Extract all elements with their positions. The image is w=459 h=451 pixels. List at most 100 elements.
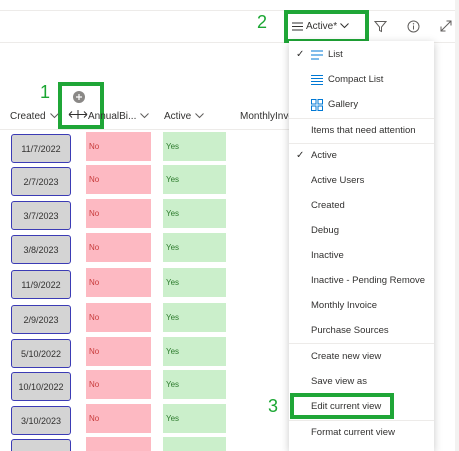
top-border [0, 10, 459, 11]
created-cell[interactable]: 2/9/2023 [11, 305, 71, 334]
table-row[interactable]: 10/10/2022 No Yes [0, 370, 290, 404]
menu-item-label: Edit current view [311, 401, 382, 412]
menu-item-view[interactable]: Purchase Sources [289, 318, 434, 343]
active-cell: Yes [163, 337, 226, 366]
created-cell[interactable]: 2/7/2023 [11, 167, 71, 196]
annual-cell: No [86, 370, 151, 399]
created-cell[interactable]: 3/10/2023 [11, 406, 71, 435]
chevron-down-icon [340, 23, 349, 29]
column-header-monthlyinvoice[interactable]: MonthlyInvo [240, 108, 294, 124]
column-header-label: Active [164, 110, 192, 122]
list-icon [311, 49, 323, 60]
menu-item-view[interactable]: Inactive - Pending Remove [289, 268, 434, 293]
menu-divider [289, 420, 434, 421]
created-cell[interactable]: 11/7/2022 [11, 134, 71, 163]
menu-item-save-view-as[interactable]: Save view as [289, 369, 434, 394]
menu-divider [289, 343, 434, 344]
highlight-edit-current-view [290, 393, 394, 419]
menu-item-label: Debug [311, 225, 339, 236]
annotation-3: 3 [268, 396, 279, 416]
annual-cell: No [86, 268, 151, 297]
view-switcher-label: Active* [306, 20, 338, 32]
highlight-view-switcher [284, 10, 369, 43]
annual-cell: No [86, 132, 151, 161]
annual-cell: No [86, 199, 151, 228]
menu-item-label: Format current view [311, 427, 395, 438]
active-cell: Yes [163, 233, 226, 262]
annual-cell: No [86, 303, 151, 332]
column-header-annualbilling[interactable]: AnnualBi... [88, 108, 150, 124]
menu-item-format-current-view[interactable]: Format current view [289, 420, 434, 445]
menu-item-view[interactable]: Items that need attention [289, 118, 434, 143]
active-cell: Yes [163, 165, 226, 194]
column-header-created[interactable]: Created [10, 108, 59, 124]
column-resize-icon[interactable] [68, 109, 88, 120]
table-row[interactable]: 3/10/2023 No Yes [0, 404, 290, 438]
annual-cell: No [86, 337, 151, 366]
table-row[interactable]: 11/9/2022 No Yes [0, 268, 290, 302]
menu-item-view[interactable]: Debug [289, 218, 434, 243]
created-cell[interactable]: 11/9/2022 [11, 270, 71, 299]
menu-item-label: Create new view [311, 351, 382, 362]
table-row[interactable]: 2/9/2023 No Yes [0, 303, 290, 337]
menu-item-label: Active Users [311, 175, 365, 186]
table-row[interactable] [0, 437, 290, 451]
menu-item-view[interactable]: Monthly Invoice [289, 293, 434, 318]
annual-cell: No [86, 404, 151, 433]
annotation-1: 1 [40, 82, 51, 102]
active-cell [163, 437, 226, 451]
menu-item-label: Items that need attention [311, 125, 416, 136]
created-cell[interactable]: 3/7/2023 [11, 201, 71, 230]
created-cell[interactable] [11, 439, 71, 451]
menu-item-label: Monthly Invoice [311, 300, 378, 311]
menu-item-view[interactable]: Inactive [289, 243, 434, 268]
column-header-label: Created [10, 110, 46, 122]
active-cell: Yes [163, 370, 226, 399]
view-dropdown-menu: ✓ List Compact List Gallery Items that n… [289, 41, 434, 451]
menu-item-label: Compact List [328, 74, 384, 85]
expand-icon[interactable] [438, 18, 454, 34]
annotation-2: 2 [257, 12, 268, 32]
active-cell: Yes [163, 132, 226, 161]
menu-item-gallery[interactable]: Gallery [289, 92, 434, 117]
table-row[interactable]: 3/7/2023 No Yes [0, 199, 290, 233]
menu-item-list[interactable]: ✓ List [289, 42, 434, 67]
menu-item-view[interactable]: Active Users [289, 168, 434, 193]
view-switcher-button[interactable]: Active* [292, 16, 354, 36]
menu-item-label: Inactive - Pending Remove [311, 275, 426, 286]
table-row[interactable]: 5/10/2022 No Yes [0, 337, 290, 371]
active-cell: Yes [163, 199, 226, 228]
menu-item-label: Gallery [328, 99, 359, 110]
created-cell[interactable]: 3/8/2023 [11, 235, 71, 264]
menu-divider [289, 143, 434, 144]
created-cell[interactable]: 5/10/2022 [11, 339, 71, 368]
created-cell[interactable]: 10/10/2022 [11, 372, 71, 401]
table-row[interactable]: 3/8/2023 No Yes [0, 233, 290, 267]
header-divider [0, 129, 290, 130]
filter-icon[interactable] [372, 18, 388, 34]
menu-item-compact-list[interactable]: Compact List [289, 67, 434, 92]
info-icon[interactable] [405, 18, 421, 34]
highlight-column-resize [58, 82, 104, 129]
list-lines-icon [292, 22, 303, 30]
annual-cell: No [86, 233, 151, 262]
table-row[interactable]: 11/7/2022 No Yes [0, 131, 290, 165]
annual-cell [86, 437, 151, 451]
chevron-down-icon [195, 113, 205, 119]
checkmark-icon: ✓ [296, 150, 305, 161]
chevron-down-icon [140, 113, 150, 119]
menu-item-view[interactable]: Created [289, 193, 434, 218]
active-cell: Yes [163, 303, 226, 332]
menu-item-edit-current-view[interactable]: Edit current view [289, 394, 434, 419]
gallery-icon [311, 98, 323, 111]
menu-item-create-view[interactable]: Create new view [289, 344, 434, 369]
active-cell: Yes [163, 404, 226, 433]
menu-item-label: List [328, 49, 343, 60]
scrollbar[interactable] [455, 0, 459, 451]
menu-item-label: Save view as [311, 376, 367, 387]
table-row[interactable]: 2/7/2023 No Yes [0, 165, 290, 199]
add-column-icon[interactable] [72, 90, 86, 104]
menu-item-view-active[interactable]: ✓ Active [289, 143, 434, 168]
column-header-active[interactable]: Active [164, 108, 205, 124]
column-header-label: AnnualBi... [88, 110, 137, 122]
